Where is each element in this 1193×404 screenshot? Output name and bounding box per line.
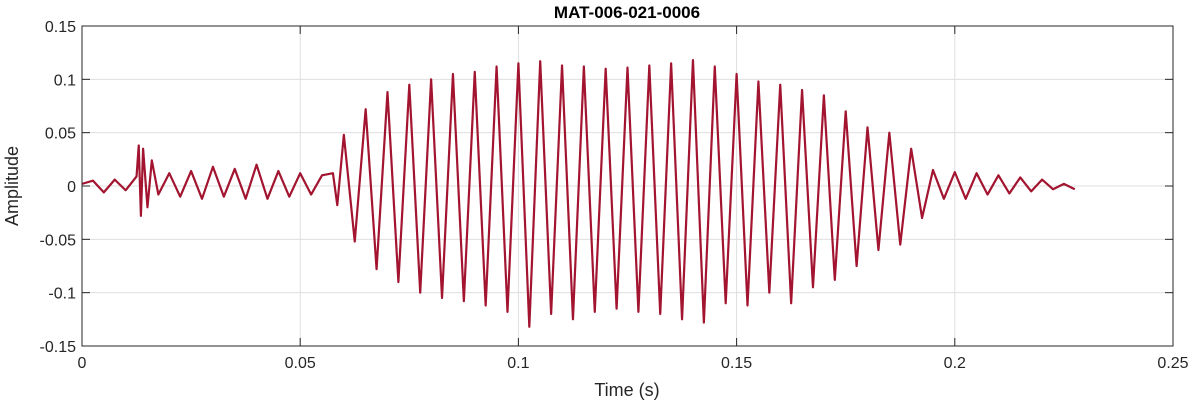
x-tick-label: 0.2 bbox=[944, 355, 966, 372]
x-tick-label: 0.1 bbox=[507, 355, 529, 372]
x-tick-label: 0.05 bbox=[285, 355, 316, 372]
x-tick-label: 0 bbox=[78, 355, 87, 372]
y-axis-ticks: -0.15 -0.1 -0.05 0 0.05 0.1 0.15 bbox=[40, 19, 1173, 356]
y-tick-label: 0 bbox=[67, 179, 76, 196]
y-tick-label: -0.05 bbox=[40, 232, 77, 249]
x-tick-label: 0.15 bbox=[721, 355, 752, 372]
x-tick-label: 0.25 bbox=[1157, 355, 1188, 372]
chart-title: MAT-006-021-0006 bbox=[554, 3, 700, 22]
series-layer bbox=[81, 59, 1076, 328]
y-tick-label: -0.1 bbox=[48, 286, 76, 303]
x-axis-title: Time (s) bbox=[594, 380, 659, 400]
y-tick-label: -0.15 bbox=[40, 339, 77, 356]
x-axis-ticks: 0 0.05 0.1 0.15 0.2 0.25 bbox=[78, 26, 1189, 372]
amplitude-series-line bbox=[81, 59, 1076, 328]
y-tick-label: 0.15 bbox=[45, 19, 76, 36]
y-tick-label: 0.05 bbox=[45, 126, 76, 143]
y-axis-title: Amplitude bbox=[2, 146, 22, 226]
y-tick-label: 0.1 bbox=[54, 72, 76, 89]
